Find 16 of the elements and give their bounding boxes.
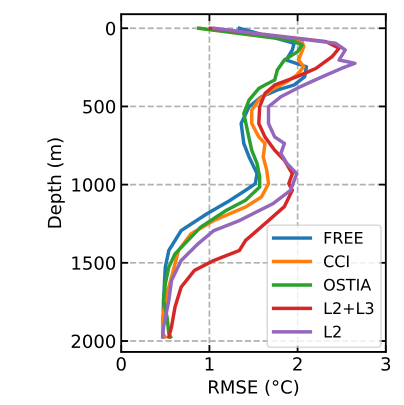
y-tick-label: 500 [83,100,116,114]
legend-label: L2+L3 [324,302,374,314]
legend-label: OSTIA [324,278,372,291]
y-tick-label: 1500 [72,256,116,270]
legend-label: FREE [324,232,363,244]
x-tick-label: 0 [116,357,126,371]
legend-label: CCI [324,255,349,268]
y-tick-label: 1000 [72,178,116,192]
legend-label: L2 [324,326,341,338]
y-axis-title: Depth (m) [47,138,65,228]
y-tick-label: 2000 [72,334,116,348]
x-tick-label: 2 [293,357,302,371]
x-tick-label: 3 [381,357,390,371]
x-axis-title: RMSE (°C) [209,380,298,396]
x-tick-label: 1 [206,357,214,371]
y-tick-label: 0 [106,22,116,36]
